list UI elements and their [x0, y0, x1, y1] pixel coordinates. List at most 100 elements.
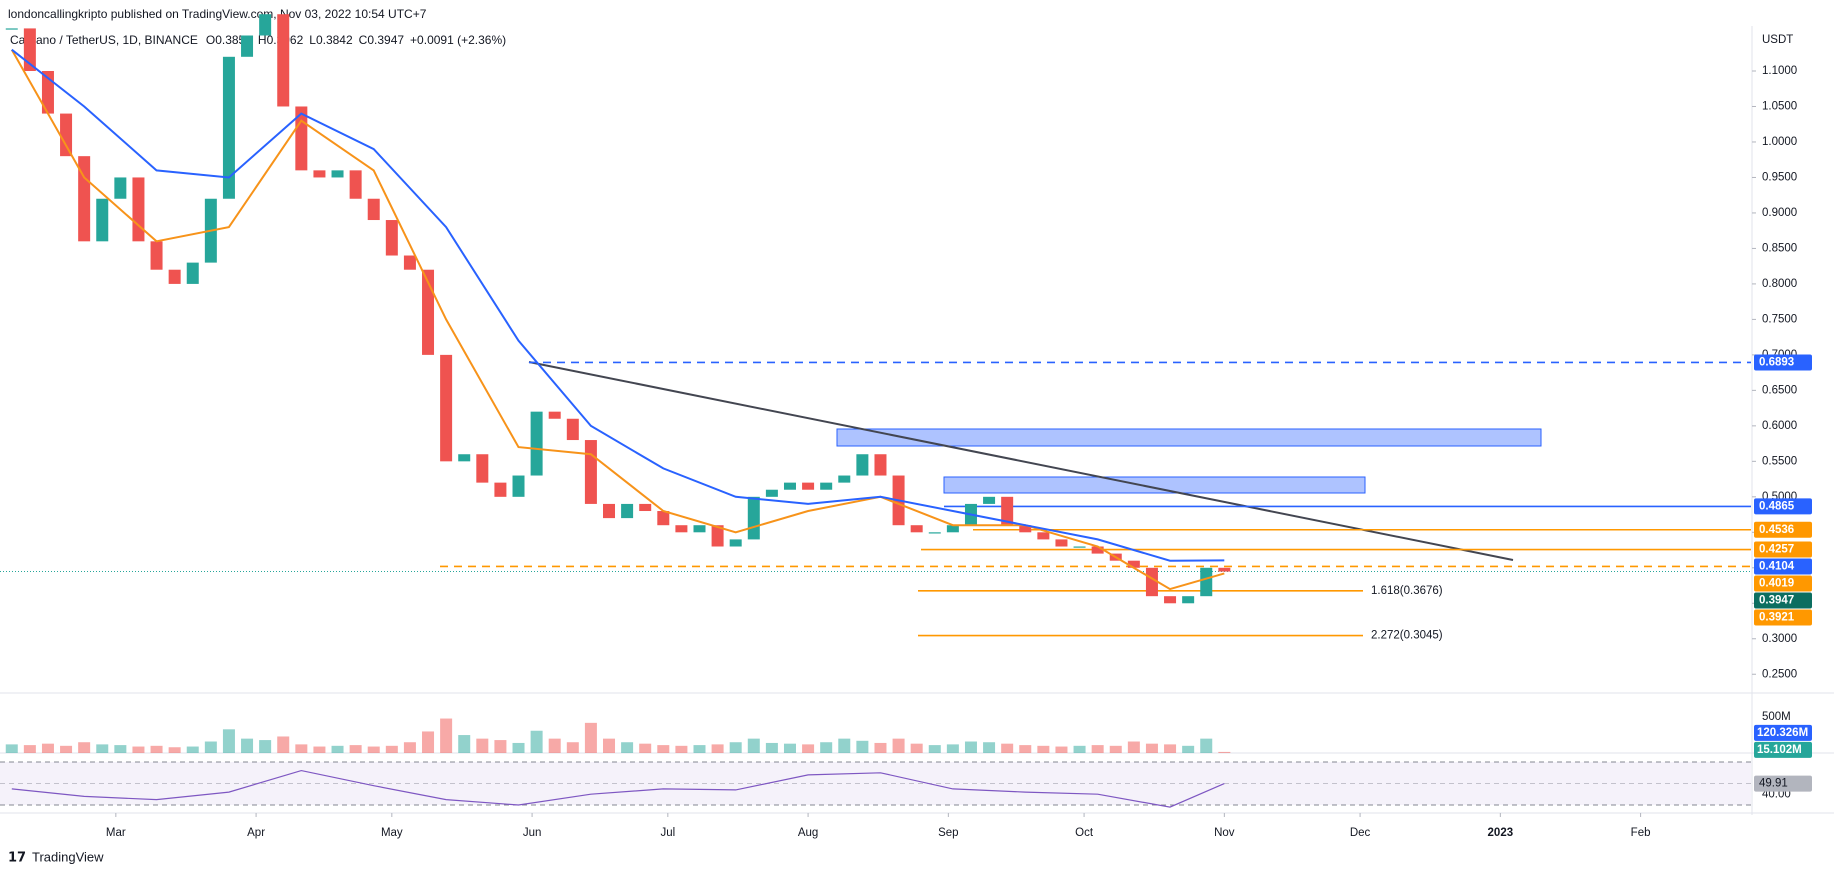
volume-bar [222, 729, 235, 753]
x-tick-label: Nov [1214, 827, 1235, 839]
candle-body [1127, 560, 1140, 568]
volume-bar [313, 746, 326, 753]
volume-bar [820, 742, 833, 753]
candle-body [747, 496, 760, 540]
volume-bar [983, 742, 996, 753]
candle-body [530, 411, 543, 476]
candle-body [331, 170, 344, 178]
volume-bar [440, 718, 453, 753]
candle-body [1037, 532, 1050, 540]
volume-bar [783, 743, 796, 753]
candle-body [168, 269, 181, 284]
volume-bar [1200, 738, 1213, 753]
candle-body [584, 440, 597, 504]
candle-body [910, 525, 923, 533]
volume-bar [403, 742, 416, 753]
candle-body [313, 170, 326, 178]
candle-body [566, 418, 579, 441]
volume-bar [530, 730, 543, 753]
legend-value: O0.3856 [206, 33, 252, 47]
volume-bar [150, 745, 163, 753]
candle-body [1182, 596, 1195, 604]
candle-body [1019, 525, 1032, 533]
candle-body [603, 503, 616, 519]
candle-body [385, 220, 398, 256]
x-tick-label: May [381, 827, 403, 839]
candle-body [241, 35, 254, 57]
volume-bar [910, 743, 923, 753]
y-tick-label: 0.7500 [1762, 313, 1797, 325]
y-tick-label: 0.3000 [1762, 633, 1797, 645]
rsi-label: 49.91 [1759, 778, 1788, 790]
volume-bar [874, 742, 887, 753]
volume-bar [331, 745, 344, 753]
zone-box [836, 428, 1542, 447]
volume-bar [458, 735, 471, 753]
volume-bar [367, 746, 380, 753]
price-label: 0.4019 [1759, 578, 1794, 590]
volume-bar [838, 738, 851, 753]
volume-bar [1127, 741, 1140, 753]
candle-body [783, 482, 796, 490]
price-label-box [1754, 558, 1812, 575]
y-tick-label: 0.9500 [1762, 171, 1797, 183]
volume-bar [657, 745, 670, 753]
y-tick-label: 0.2500 [1762, 668, 1797, 680]
footer: TradingView [32, 849, 104, 864]
volume-bar [349, 745, 362, 753]
candle-body [476, 454, 489, 483]
volume-bar [259, 740, 272, 753]
price-label: 0.3921 [1759, 612, 1795, 624]
candle-body [711, 525, 724, 547]
x-tick-label: Dec [1350, 827, 1371, 839]
volume-bar [1019, 745, 1032, 753]
volume-tick-label: 500M [1762, 711, 1791, 723]
volume-bar [964, 741, 977, 753]
volume-bar [946, 744, 959, 753]
candle-body [440, 354, 453, 462]
rsi-band [0, 762, 1751, 805]
legend-value: +0.0091 (+2.36%) [410, 33, 506, 47]
volume-label-box [1754, 724, 1812, 741]
price-label-box [1754, 592, 1812, 609]
candle-body [657, 511, 670, 526]
candle-body [639, 503, 652, 512]
moving-average [11, 48, 1225, 562]
candle-body [548, 411, 561, 419]
fib-label: 1.618(0.3676) [1371, 585, 1443, 597]
x-tick-label: Apr [247, 827, 265, 839]
candle-body [114, 177, 127, 199]
volume-bar [548, 738, 561, 753]
candle-body [78, 156, 91, 242]
moving-average [10, 49, 1225, 591]
price-label: 0.6893 [1759, 357, 1794, 369]
candle-body [1055, 539, 1068, 547]
x-tick-label: Mar [106, 827, 126, 839]
volume-bar [802, 744, 815, 753]
x-tick-label: Sep [938, 827, 958, 839]
candle-body [5, 28, 18, 30]
candle-body [675, 525, 688, 533]
candle-body [60, 113, 73, 157]
volume-bar [23, 745, 36, 753]
volume-bar [1145, 743, 1158, 753]
volume-bar [928, 745, 941, 753]
candle-body [186, 262, 199, 284]
candle-body [277, 14, 290, 107]
volume-bar [512, 742, 525, 753]
candle-body [946, 525, 959, 533]
volume-bar [765, 742, 778, 753]
candle-body [1200, 567, 1213, 597]
candle-body [222, 56, 235, 199]
volume-bar [1037, 745, 1050, 753]
y-tick-label: 0.9000 [1762, 207, 1797, 219]
candle-body [838, 475, 851, 483]
volume-bar [1091, 745, 1104, 753]
y-tick-label: 1.0000 [1762, 136, 1797, 148]
candle-body [403, 255, 416, 270]
y-tick-label: 0.6000 [1762, 420, 1797, 432]
price-label: 0.3947 [1759, 595, 1794, 607]
y-tick-label: 0.8500 [1762, 242, 1797, 254]
volume-bar [494, 740, 507, 753]
price-label-box [1754, 541, 1812, 558]
